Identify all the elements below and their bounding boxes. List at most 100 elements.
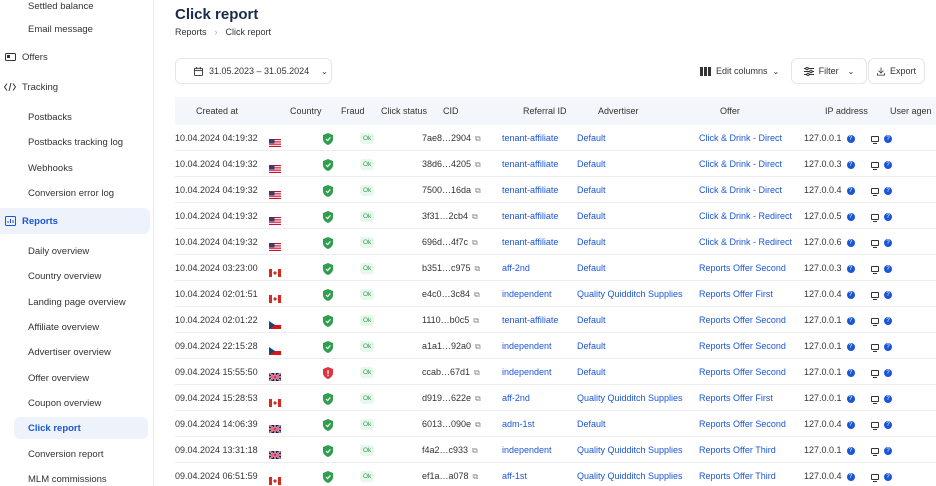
help-icon[interactable]: ? — [846, 186, 855, 195]
advertiser-link[interactable]: Quality Quidditch Supplies — [577, 471, 683, 481]
copy-icon[interactable]: ⧉ — [475, 186, 481, 195]
copy-icon[interactable]: ⧉ — [474, 264, 481, 273]
help-icon[interactable]: ? — [846, 238, 855, 247]
copy-icon[interactable]: ⧉ — [472, 212, 478, 221]
table-row[interactable]: 10.04.2024 04:19:32 Ok 696d…4f7c ⧉ tenant-af… — [175, 229, 936, 255]
sidebar-item-conversion-report[interactable]: Conversion report — [0, 444, 150, 464]
advertiser-link[interactable]: Default — [577, 211, 606, 221]
offer-link[interactable]: Reports Offer First — [699, 289, 773, 299]
advertiser-link[interactable]: Default — [577, 419, 606, 429]
help-icon[interactable]: ? — [884, 342, 892, 351]
referral-id-link[interactable]: tenant-affiliate — [502, 133, 559, 143]
table-row[interactable]: 09.04.2024 13:31:18 Ok f4a2…c933 ⧉ independe… — [175, 437, 936, 463]
sidebar-item-postbacks-tracking-log[interactable]: Postbacks tracking log — [0, 132, 150, 152]
table-row[interactable]: 09.04.2024 15:55:50 Ok ccab…67d1 ⧉ independe… — [175, 359, 936, 385]
table-row[interactable]: 09.04.2024 14:06:39 Ok 6013…090e ⧉ adm-1st De… — [175, 411, 936, 437]
help-icon[interactable]: ? — [884, 394, 892, 403]
sidebar-item-reports[interactable]: Reports — [0, 208, 150, 234]
help-icon[interactable]: ? — [884, 368, 892, 377]
table-row[interactable]: 10.04.2024 04:19:32 Ok 3f31…2cb4 ⧉ tenant-af… — [175, 203, 936, 229]
advertiser-link[interactable]: Quality Quidditch Supplies — [577, 289, 683, 299]
column-header-user-agen[interactable]: User agen — [890, 106, 932, 116]
help-icon[interactable]: ? — [846, 316, 855, 325]
column-header-ip-address[interactable]: IP address — [825, 106, 868, 116]
sidebar-item-conversion-error-log[interactable]: Conversion error log — [0, 183, 150, 203]
table-row[interactable]: 10.04.2024 02:01:51 Ok e4c0…3c84 ⧉ independe… — [175, 281, 936, 307]
offer-link[interactable]: Click & Drink - Redirect — [699, 237, 793, 247]
advertiser-link[interactable]: Default — [577, 133, 606, 143]
sidebar-item-mlm-commissions[interactable]: MLM commissions — [0, 469, 150, 486]
copy-icon[interactable]: ⧉ — [475, 342, 481, 351]
advertiser-link[interactable]: Default — [577, 237, 606, 247]
copy-icon[interactable]: ⧉ — [475, 420, 481, 429]
offer-link[interactable]: Click & Drink - Redirect — [699, 211, 793, 221]
sidebar-item-coupon-overview[interactable]: Coupon overview — [0, 393, 150, 413]
copy-icon[interactable]: ⧉ — [472, 472, 479, 481]
help-icon[interactable]: ? — [846, 212, 855, 221]
offer-link[interactable]: Click & Drink - Direct — [699, 159, 783, 169]
help-icon[interactable]: ? — [846, 290, 855, 299]
sidebar-item-email-message[interactable]: Email message — [0, 19, 150, 39]
referral-id-link[interactable]: aff-2nd — [502, 393, 530, 403]
advertiser-link[interactable]: Default — [577, 159, 606, 169]
column-header-click-status[interactable]: Click status — [381, 106, 428, 116]
offer-link[interactable]: Reports Offer Second — [699, 367, 786, 377]
help-icon[interactable]: ? — [846, 446, 855, 455]
help-icon[interactable]: ? — [846, 420, 855, 429]
sidebar-item-settled-balance[interactable]: Settled balance — [0, 0, 150, 16]
help-icon[interactable]: ? — [884, 186, 892, 195]
copy-icon[interactable]: ⧉ — [474, 368, 480, 377]
table-row[interactable]: 09.04.2024 06:51:59 Ok ef1a…a078 ⧉ aff-1st Qu… — [175, 463, 936, 486]
offer-link[interactable]: Reports Offer Second — [699, 315, 786, 325]
edit-columns-button[interactable]: Edit columns ⌄ — [691, 58, 789, 84]
offer-link[interactable]: Reports Offer Third — [699, 445, 776, 455]
help-icon[interactable]: ? — [884, 290, 892, 299]
help-icon[interactable]: ? — [884, 212, 892, 221]
column-header-advertiser[interactable]: Advertiser — [598, 106, 639, 116]
help-icon[interactable]: ? — [846, 368, 855, 377]
sidebar-item-affiliate-overview[interactable]: Affiliate overview — [0, 317, 150, 337]
export-button[interactable]: Export — [868, 58, 925, 84]
sidebar-item-offer-overview[interactable]: Offer overview — [0, 368, 150, 388]
help-icon[interactable]: ? — [884, 446, 892, 455]
sidebar-item-webhooks[interactable]: Webhooks — [0, 158, 150, 178]
referral-id-link[interactable]: independent — [502, 367, 552, 377]
table-row[interactable]: 10.04.2024 02:01:22 Ok 1110…b0c5 ⧉ tenant-af… — [175, 307, 936, 333]
sidebar-item-country-overview[interactable]: Country overview — [0, 266, 150, 286]
column-header-referral-id[interactable]: Referral ID — [523, 106, 567, 116]
help-icon[interactable]: ? — [884, 472, 892, 481]
referral-id-link[interactable]: aff-1st — [502, 471, 527, 481]
help-icon[interactable]: ? — [846, 264, 855, 273]
copy-icon[interactable]: ⧉ — [474, 290, 480, 299]
copy-icon[interactable]: ⧉ — [475, 394, 481, 403]
advertiser-link[interactable]: Default — [577, 315, 606, 325]
copy-icon[interactable]: ⧉ — [472, 446, 478, 455]
sidebar-item-offers[interactable]: Offers — [0, 47, 150, 67]
advertiser-link[interactable]: Default — [577, 263, 606, 273]
help-icon[interactable]: ? — [884, 134, 892, 143]
sidebar-item-click-report[interactable]: Click report — [14, 417, 148, 439]
table-row[interactable]: 10.04.2024 04:19:32 Ok 38d6…4205 ⧉ tenant-af… — [175, 151, 936, 177]
table-row[interactable]: 10.04.2024 04:19:32 Ok 7500…16da ⧉ tenant-af… — [175, 177, 936, 203]
column-header-offer[interactable]: Offer — [720, 106, 740, 116]
offer-link[interactable]: Click & Drink - Direct — [699, 185, 783, 195]
sidebar-item-advertiser-overview[interactable]: Advertiser overview — [0, 342, 150, 362]
referral-id-link[interactable]: independent — [502, 445, 552, 455]
column-header-cid[interactable]: CID — [443, 106, 459, 116]
offer-link[interactable]: Click & Drink - Direct — [699, 133, 783, 143]
help-icon[interactable]: ? — [884, 420, 892, 429]
referral-id-link[interactable]: adm-1st — [502, 419, 535, 429]
referral-id-link[interactable]: aff-2nd — [502, 263, 530, 273]
advertiser-link[interactable]: Quality Quidditch Supplies — [577, 393, 683, 403]
copy-icon[interactable]: ⧉ — [475, 160, 481, 169]
advertiser-link[interactable]: Default — [577, 185, 606, 195]
referral-id-link[interactable]: independent — [502, 341, 552, 351]
offer-link[interactable]: Reports Offer First — [699, 393, 773, 403]
advertiser-link[interactable]: Default — [577, 341, 606, 351]
help-icon[interactable]: ? — [846, 160, 855, 169]
date-range-picker[interactable]: 31.05.2023 – 31.05.2024 ⌄ — [175, 58, 332, 84]
help-icon[interactable]: ? — [846, 134, 855, 143]
referral-id-link[interactable]: tenant-affiliate — [502, 211, 559, 221]
offer-link[interactable]: Reports Offer Second — [699, 419, 786, 429]
copy-icon[interactable]: ⧉ — [473, 316, 479, 325]
